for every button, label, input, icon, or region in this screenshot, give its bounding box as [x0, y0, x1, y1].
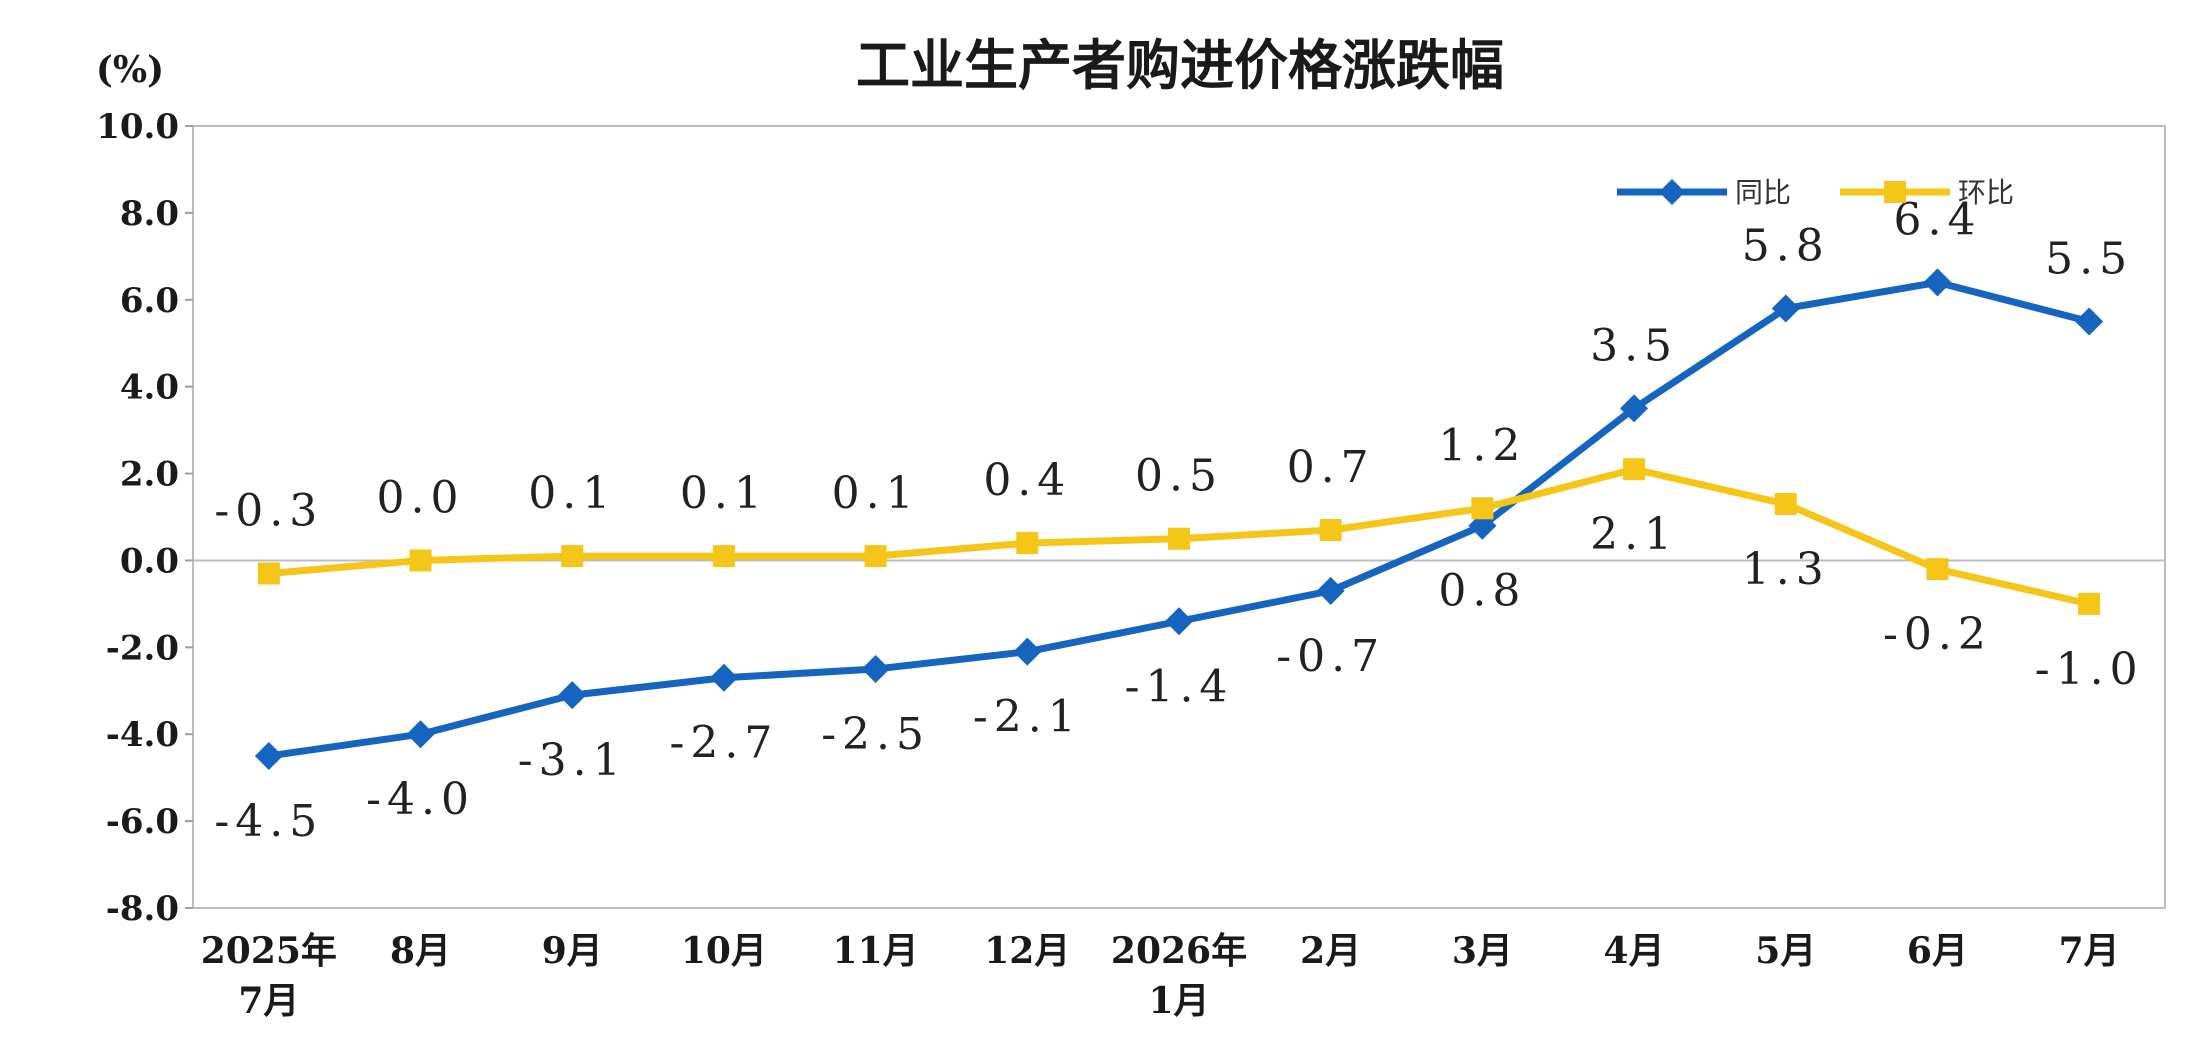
- y-tick-label: -2.0: [106, 628, 179, 668]
- data-label-yoy: -3.1: [518, 735, 627, 786]
- series-point-mom: [1774, 492, 1797, 515]
- data-label-yoy: -1.4: [1125, 661, 1234, 712]
- data-label-mom: 0.1: [528, 468, 616, 519]
- data-label-mom: 0.0: [377, 472, 465, 523]
- y-tick-label: 4.0: [120, 368, 179, 408]
- data-label-mom: 1.3: [1742, 544, 1830, 595]
- series-point-yoy: [558, 681, 587, 710]
- data-label-mom: 0.7: [1287, 442, 1375, 493]
- x-tick-label: 1月: [1148, 980, 1209, 1022]
- x-tick-label: 8月: [390, 930, 451, 972]
- x-tick-label: 11月: [833, 930, 919, 972]
- legend-marker-yoy: [1659, 179, 1685, 205]
- data-label-mom: 0.1: [680, 468, 768, 519]
- x-tick-label: 7月: [2059, 930, 2120, 972]
- data-label-mom: 0.5: [1135, 451, 1223, 502]
- y-tick-label: 2.0: [120, 455, 179, 495]
- data-label-mom: 0.4: [983, 455, 1071, 506]
- data-label-yoy: -4.5: [214, 796, 323, 847]
- y-tick-label: 8.0: [120, 194, 179, 234]
- series-point-yoy: [1165, 607, 1193, 636]
- data-label-yoy: 5.8: [1742, 220, 1830, 271]
- x-tick-label: 2月: [1300, 930, 1361, 972]
- data-label-yoy: -2.5: [821, 709, 930, 760]
- data-label-yoy: -4.0: [366, 774, 475, 825]
- plot-area: 10.0 8.0 6.0 4.0 2.0 0.0 -2.0 -4.0 -6.0 -8.0 2025年…: [96, 107, 2166, 1022]
- series-point-mom: [1016, 532, 1039, 555]
- data-label-yoy: 0.8: [1438, 566, 1526, 617]
- series-point-yoy: [1620, 394, 1649, 423]
- data-label-yoy: 3.5: [1590, 320, 1678, 371]
- legend-label-yoy: 同比: [1735, 176, 1791, 209]
- series-point-mom: [561, 545, 584, 568]
- series-point-mom: [409, 549, 432, 572]
- data-label-yoy: -2.7: [670, 718, 779, 769]
- data-label-mom: -0.3: [214, 485, 323, 536]
- series-point-mom: [1926, 558, 1949, 581]
- series-point-mom: [712, 545, 735, 568]
- x-tick-label: 5月: [1755, 930, 1816, 972]
- x-tick-label: 7月: [238, 980, 299, 1022]
- data-label-mom: -1.0: [2035, 644, 2144, 695]
- x-tick-label: 4月: [1604, 930, 1665, 972]
- y-tick-label: 6.0: [120, 281, 179, 321]
- y-tick-label: 10.0: [96, 107, 179, 147]
- x-tick-label: 12月: [984, 930, 1070, 972]
- data-label-yoy: 6.4: [1893, 194, 1981, 245]
- series-point-yoy: [2075, 307, 2104, 336]
- x-tick-label: 9月: [542, 930, 603, 972]
- data-label-mom: 0.1: [832, 468, 920, 519]
- chart-title: 工业生产者购进价格涨跌幅: [856, 34, 1504, 97]
- series-point-mom: [257, 562, 280, 585]
- y-tick-label: -6.0: [106, 802, 179, 842]
- series-point-yoy: [1923, 268, 1952, 297]
- plot-frame: [192, 125, 2166, 909]
- x-tick-label: 2025年: [201, 930, 337, 972]
- legend-label-mom: 环比: [1958, 176, 2014, 209]
- series-point-mom: [864, 545, 887, 568]
- x-tick-label: 6月: [1907, 930, 1968, 972]
- series-point-yoy: [1316, 576, 1345, 605]
- x-tick-label: 2026年: [1111, 930, 1247, 972]
- y-tick-label: -8.0: [106, 889, 179, 929]
- series-point-yoy: [709, 663, 738, 692]
- series-point-yoy: [406, 720, 435, 749]
- series-point-mom: [1319, 519, 1342, 542]
- y-axis-unit: (%): [96, 49, 164, 91]
- series-point-mom: [2078, 592, 2101, 615]
- series-point-yoy: [254, 741, 283, 770]
- data-label-mom: 2.1: [1590, 509, 1678, 560]
- data-label-yoy: -0.7: [1276, 631, 1385, 682]
- data-label-yoy: -2.1: [973, 692, 1082, 743]
- data-label-yoy: 5.5: [2045, 234, 2133, 285]
- y-tick-label: -4.0: [106, 715, 179, 755]
- series-point-yoy: [1013, 637, 1042, 666]
- data-label-mom: 1.2: [1438, 420, 1526, 471]
- series-point-mom: [1623, 458, 1646, 481]
- legend-marker-mom: [1884, 181, 1906, 203]
- series-point-mom: [1168, 527, 1190, 550]
- series-point-yoy: [1771, 294, 1800, 323]
- y-tick-label: 0.0: [120, 541, 179, 581]
- series-point-yoy: [861, 655, 890, 684]
- data-label-mom: -0.2: [1883, 609, 1992, 660]
- x-tick-label: 3月: [1452, 930, 1513, 972]
- x-tick-label: 10月: [681, 930, 767, 972]
- series-point-mom: [1471, 497, 1494, 520]
